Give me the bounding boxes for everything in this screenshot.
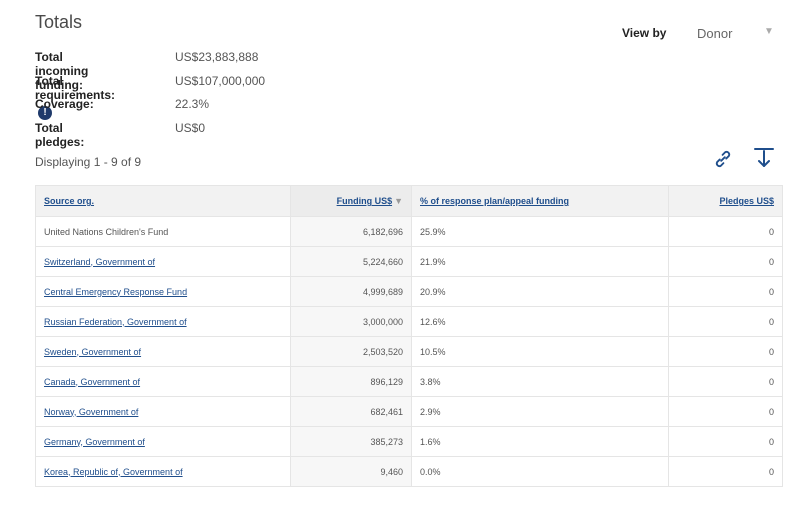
stat-label: Total incoming funding: <box>35 50 89 92</box>
source-link[interactable]: Russian Federation, Government of <box>44 316 187 327</box>
funding-cell: 385,273 <box>290 426 412 457</box>
source-cell: Russian Federation, Government of <box>35 306 291 337</box>
source-cell: Central Emergency Response Fund <box>35 276 291 307</box>
source-link[interactable]: Switzerland, Government of <box>44 256 156 267</box>
percent-cell: 12.6% <box>411 306 669 337</box>
table-row: Canada, Government of 896,129 3.8% 0 <box>35 366 783 397</box>
source-link[interactable]: Canada, Government of <box>44 376 141 387</box>
page-title: Totals <box>35 12 83 32</box>
pledges-cell: 0 <box>668 276 783 307</box>
table-row: Russian Federation, Government of 3,000,… <box>35 306 783 337</box>
funding-cell: 682,461 <box>290 396 412 427</box>
pledges-cell: 0 <box>668 426 783 457</box>
percent-cell: 25.9% <box>411 216 669 247</box>
displaying-count: Displaying 1 - 9 of 9 <box>35 155 142 169</box>
download-icon[interactable] <box>752 146 776 170</box>
source-link[interactable]: Sweden, Government of <box>44 346 142 357</box>
view-by-label: View by <box>622 26 667 40</box>
funding-cell: 2,503,520 <box>290 336 412 367</box>
view-by-value: Donor <box>697 26 733 41</box>
funding-cell: 4,999,689 <box>290 276 412 307</box>
view-by-select[interactable]: Donor ▼ <box>686 20 786 44</box>
source-name: United Nations Children's Fund <box>44 226 169 237</box>
source-cell: Korea, Republic of, Government of <box>35 456 291 487</box>
table-body: United Nations Children's Fund 6,182,696… <box>35 216 783 487</box>
pledges-cell: 0 <box>668 396 783 427</box>
funding-cell: 3,000,000 <box>290 306 412 337</box>
table-row: Central Emergency Response Fund 4,999,68… <box>35 276 783 307</box>
link-icon[interactable] <box>712 148 734 170</box>
table-row: Korea, Republic of, Government of 9,460 … <box>35 456 783 487</box>
source-link[interactable]: Norway, Government of <box>44 406 139 417</box>
stat-label: Total pledges: <box>35 120 85 149</box>
header-source-org[interactable]: Source org. <box>35 185 291 217</box>
stat-value: US$0 <box>175 120 206 135</box>
stat-value: US$107,000,000 <box>175 73 266 88</box>
funding-table: Source org. Funding US$ ▼ % of response p… <box>35 185 783 487</box>
table-row: United Nations Children's Fund 6,182,696… <box>35 216 783 247</box>
table-row: Norway, Government of 682,461 2.9% 0 <box>35 396 783 427</box>
source-cell: Canada, Government of <box>35 366 291 397</box>
sort-desc-icon: ▼ <box>394 196 403 206</box>
stat-value: US$23,883,888 <box>175 50 259 64</box>
stat-label-text: Total requirements: <box>35 73 116 102</box>
source-link[interactable]: Korea, Republic of, Government of <box>44 466 183 477</box>
pledges-cell: 0 <box>668 306 783 337</box>
percent-cell: 21.9% <box>411 246 669 277</box>
source-link[interactable]: Germany, Government of <box>44 436 145 447</box>
funding-cell: 9,460 <box>290 456 412 487</box>
table-row: Sweden, Government of 2,503,520 10.5% 0 <box>35 336 783 367</box>
source-cell: United Nations Children's Fund <box>35 216 291 247</box>
info-icon[interactable]: ! <box>38 105 52 120</box>
percent-cell: 0.0% <box>411 456 669 487</box>
stat-label: Coverage: <box>35 97 94 111</box>
table-row: Germany, Government of 385,273 1.6% 0 <box>35 426 783 457</box>
percent-cell: 10.5% <box>411 336 669 367</box>
source-cell: Sweden, Government of <box>35 336 291 367</box>
table-header-row: Source org. Funding US$ ▼ % of response p… <box>35 185 783 217</box>
table-row: Switzerland, Government of 5,224,660 21.… <box>35 246 783 277</box>
pledges-cell: 0 <box>668 216 783 247</box>
header-pledges[interactable]: Pledges US$ <box>668 185 783 217</box>
source-cell: Switzerland, Government of <box>35 246 291 277</box>
header-funding[interactable]: Funding US$ ▼ <box>290 185 412 217</box>
funding-cell: 5,224,660 <box>290 246 412 277</box>
source-cell: Norway, Government of <box>35 396 291 427</box>
stat-label: Total requirements:! <box>35 74 115 120</box>
header-percent[interactable]: % of response plan/appeal funding <box>411 185 669 217</box>
pledges-cell: 0 <box>668 366 783 397</box>
funding-cell: 6,182,696 <box>290 216 412 247</box>
pledges-cell: 0 <box>668 336 783 367</box>
funding-cell: 896,129 <box>290 366 412 397</box>
header-funding-label: Funding US$ <box>336 196 393 206</box>
percent-cell: 1.6% <box>411 426 669 457</box>
source-link[interactable]: Central Emergency Response Fund <box>44 286 188 297</box>
pledges-cell: 0 <box>668 456 783 487</box>
percent-cell: 3.8% <box>411 366 669 397</box>
stat-value: 22.3% <box>175 97 210 111</box>
chevron-down-icon: ▼ <box>764 26 774 37</box>
percent-cell: 2.9% <box>411 396 669 427</box>
source-cell: Germany, Government of <box>35 426 291 457</box>
percent-cell: 20.9% <box>411 276 669 307</box>
pledges-cell: 0 <box>668 246 783 277</box>
